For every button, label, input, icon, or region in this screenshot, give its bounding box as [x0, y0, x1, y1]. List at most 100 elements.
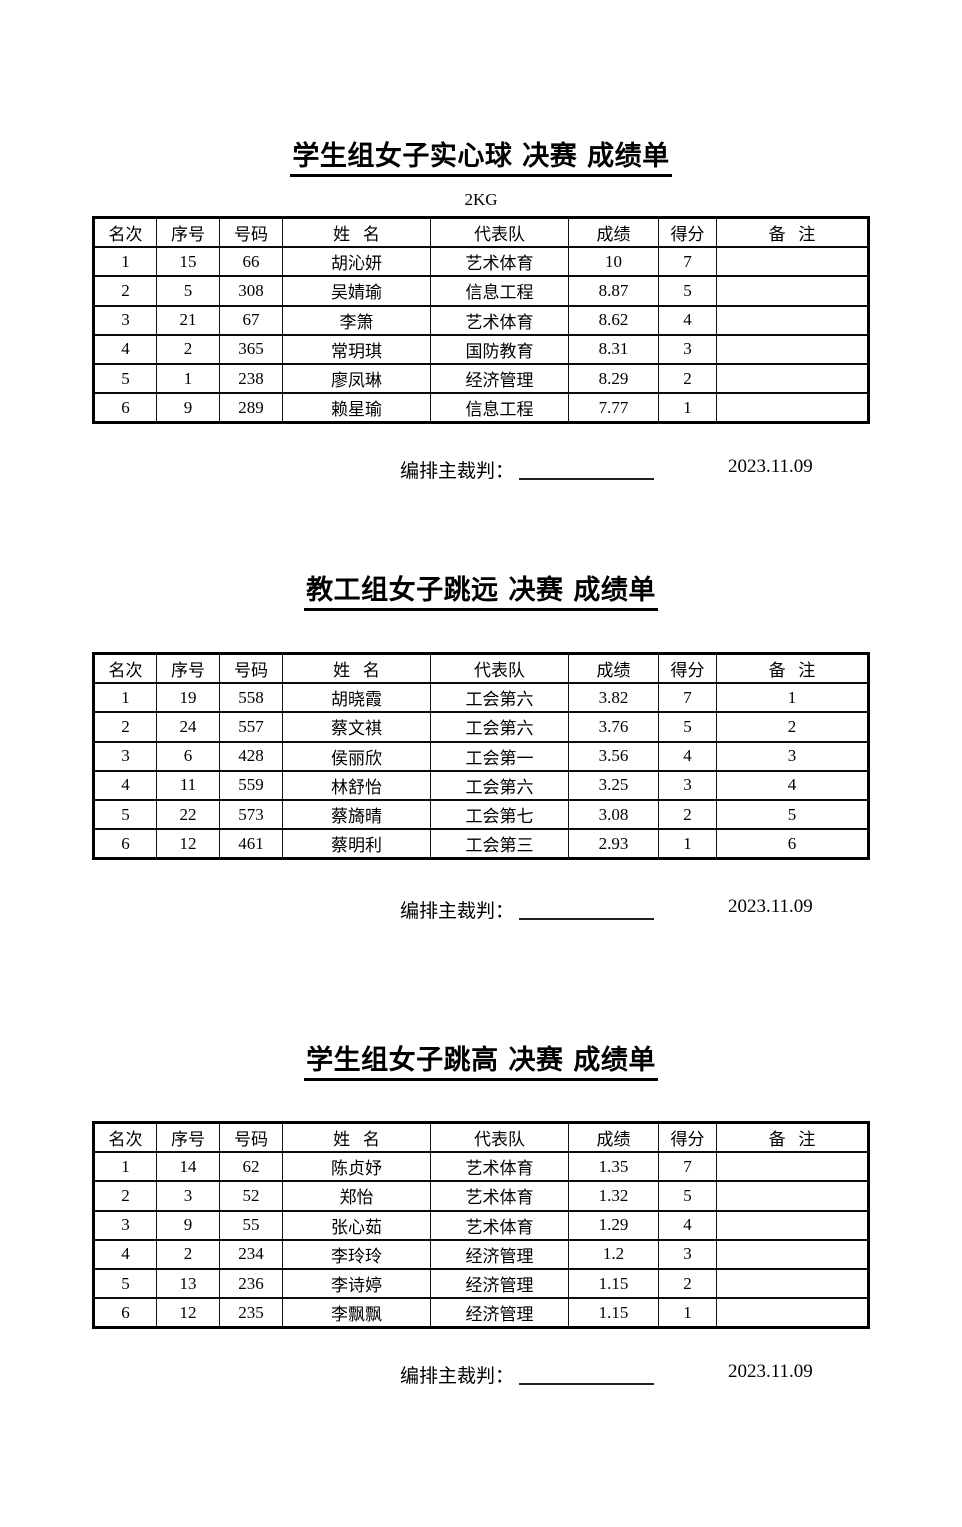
table-cell: 4 [658, 1209, 717, 1241]
results-table-longjump: 名次 序号 号码姓 名代表队 成绩 得分备 注 1 19 558 胡晓霞 工会第六 3.82 7 1 2 2… [92, 652, 870, 861]
table-cell: 1 [658, 392, 717, 424]
table-cell: 胡晓霞 [282, 682, 431, 714]
header-cell: 序号 [156, 652, 220, 685]
table-row: 5 1 238 廖凤琳 经济管理 8.29 2 [93, 362, 869, 395]
table-cell: 3 [658, 1238, 717, 1270]
header-cell: 号码 [219, 216, 283, 249]
table-cell: 艺术体育 [430, 1180, 569, 1212]
date-text: 2023.11.09 [728, 1361, 813, 1382]
table-cell: 3.82 [568, 682, 659, 714]
header-cell: 备 注 [716, 652, 869, 685]
table-cell: 蔡文祺 [282, 711, 431, 743]
header-cell: 成绩 [568, 652, 659, 685]
table-cell: 张心茹 [282, 1209, 431, 1241]
table-cell: 5 [658, 711, 717, 743]
table-row: 2 3 52 郑怡 艺术体育 1.32 5 [93, 1180, 869, 1212]
chief-judge-label: 编排主裁判： [400, 1366, 515, 1387]
table-cell: 李飘飘 [282, 1297, 431, 1329]
table-cell: 5 [93, 1267, 157, 1300]
table-cell [716, 1180, 869, 1212]
table-row: 3 9 55 张心茹 艺术体育 1.29 4 [93, 1209, 869, 1241]
section-title-longjump-wrap: 教工组女子跳远 决赛 成绩单 [0, 576, 962, 611]
section-title-highjump: 学生组女子跳高 决赛 成绩单 [304, 1046, 658, 1081]
header-cell: 备 注 [716, 1121, 869, 1154]
table-cell [716, 1151, 869, 1183]
signature-line [519, 1359, 654, 1385]
table-cell: 557 [219, 711, 283, 743]
table-cell: 陈贞妤 [282, 1151, 431, 1183]
header-cell: 序号 [156, 1121, 220, 1154]
table-row: 2 5 308 吴婧瑜 信息工程 8.87 5 [93, 275, 869, 307]
table-cell: 5 [93, 362, 157, 395]
table-cell: 2 [658, 362, 717, 395]
table-cell: 1 [93, 1151, 157, 1183]
section-title-shotput-wrap: 学生组女子实心球 决赛 成绩单 [0, 142, 962, 177]
table-cell: 234 [219, 1238, 283, 1270]
table-row: 3 6 428 侯丽欣 工会第一 3.56 4 3 [93, 740, 869, 772]
table-cell: 国防教育 [430, 333, 569, 365]
table-cell: 4 [93, 1238, 157, 1270]
table-cell: 1 [716, 682, 869, 714]
header-row: 名次 序号 号码姓 名代表队 成绩 得分备 注 [93, 216, 869, 249]
table-cell: 工会第七 [430, 798, 569, 831]
table-cell: 365 [219, 333, 283, 365]
table-cell: 7 [658, 246, 717, 278]
header-cell: 代表队 [430, 216, 569, 249]
table-cell [716, 1267, 869, 1300]
table-cell: 22 [156, 798, 220, 831]
table-cell: 李玲玲 [282, 1238, 431, 1270]
table-cell: 经济管理 [430, 1267, 569, 1300]
header-cell: 代表队 [430, 652, 569, 685]
table-cell: 62 [219, 1151, 283, 1183]
table-cell: 1 [658, 1297, 717, 1329]
table-cell: 艺术体育 [430, 1209, 569, 1241]
table-cell: 3 [658, 333, 717, 365]
table-row: 2 24 557 蔡文祺 工会第六 3.76 5 2 [93, 711, 869, 743]
table-cell: 工会第一 [430, 740, 569, 772]
table-cell: 常玥琪 [282, 333, 431, 365]
table-cell: 3.76 [568, 711, 659, 743]
table-cell: 238 [219, 362, 283, 395]
table-row: 1 14 62 陈贞妤 艺术体育 1.35 7 [93, 1151, 869, 1183]
table-cell: 4 [716, 769, 869, 801]
header-cell: 成绩 [568, 216, 659, 249]
header-row: 名次 序号 号码姓 名代表队 成绩 得分备 注 [93, 652, 869, 685]
header-cell: 备 注 [716, 216, 869, 249]
table-cell: 13 [156, 1267, 220, 1300]
chief-judge-label: 编排主裁判： [400, 901, 515, 922]
table-row: 1 15 66 胡沁妍 艺术体育 10 7 [93, 246, 869, 278]
table-cell [716, 304, 869, 336]
table-cell: 9 [156, 392, 220, 424]
table-row: 3 21 67 李箫 艺术体育 8.62 4 [93, 304, 869, 336]
table-cell: 3 [156, 1180, 220, 1212]
header-cell: 名次 [93, 216, 157, 249]
chief-judge-label: 编排主裁判： [400, 461, 515, 482]
table-cell: 艺术体育 [430, 246, 569, 278]
table-cell: 3.08 [568, 798, 659, 831]
table-cell: 3.56 [568, 740, 659, 772]
table-cell [716, 1238, 869, 1270]
table-cell: 558 [219, 682, 283, 714]
table-cell: 8.62 [568, 304, 659, 336]
table-cell: 289 [219, 392, 283, 424]
table-cell: 蔡明利 [282, 828, 431, 860]
table-row: 6 9 289 赖星瑜 信息工程 7.77 1 [93, 392, 869, 424]
table-cell: 2 [93, 275, 157, 307]
table-cell: 21 [156, 304, 220, 336]
table-cell: 艺术体育 [430, 304, 569, 336]
table-cell: 9 [156, 1209, 220, 1241]
header-cell: 名次 [93, 652, 157, 685]
header-cell: 姓 名 [282, 652, 431, 685]
table-cell: 工会第六 [430, 711, 569, 743]
table-cell: 侯丽欣 [282, 740, 431, 772]
header-cell: 姓 名 [282, 1121, 431, 1154]
table-cell: 3.25 [568, 769, 659, 801]
table-cell: 5 [156, 275, 220, 307]
table-cell: 6 [156, 740, 220, 772]
table-cell: 11 [156, 769, 220, 801]
header-cell: 姓 名 [282, 216, 431, 249]
table-cell: 461 [219, 828, 283, 860]
table-cell [716, 1297, 869, 1329]
table-cell: 559 [219, 769, 283, 801]
